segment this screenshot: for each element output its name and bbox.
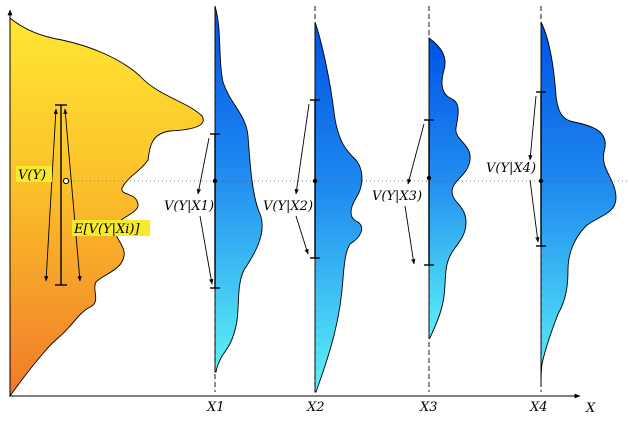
marginal-distribution-shape	[9, 17, 204, 398]
conditional-mean-point-3	[426, 175, 432, 181]
marginal-mean-point	[62, 177, 70, 185]
x-tick-label-4: X4	[529, 400, 548, 415]
expected-variance-label-highlight	[72, 220, 150, 236]
conditional-mean-point-4	[538, 178, 544, 184]
vy-label: V(Y)	[18, 168, 46, 183]
conditional-mean-point-2	[312, 178, 318, 184]
conditional-distribution-4	[540, 21, 617, 387]
conditional-variance-arrow-3	[407, 123, 425, 185]
conditional-distribution-2	[314, 21, 363, 393]
conditional-mean-point-1	[212, 178, 218, 184]
x-axis-label: X	[585, 401, 596, 416]
conditional-distribution-3	[428, 37, 471, 339]
marginal-variance-bar	[55, 104, 67, 286]
conditional-variance-bar-3	[424, 119, 434, 266]
conditional-variance-label-1: V(Y|X1)	[164, 199, 214, 214]
conditional-variance-arrow-2b	[295, 215, 309, 255]
x-tick-label-3: X3	[419, 400, 438, 415]
conditional-variance-bar-4	[536, 91, 546, 247]
conditional-variance-arrow-4	[528, 95, 537, 161]
conditional-variance-label-2: V(Y|X2)	[263, 199, 313, 214]
conditional-variance-arrow-3b	[404, 205, 416, 265]
conditional-variance-arrow-2	[294, 103, 310, 195]
conditional-variance-arrow-4b	[529, 179, 540, 243]
conditional-variance-label-3: V(Y|X3)	[372, 189, 422, 204]
expected-variance-arrow	[63, 108, 82, 282]
x-tick-label-1: X1	[206, 400, 225, 415]
conditional-variance-bar-1	[210, 133, 220, 289]
vy-label-highlight	[16, 166, 52, 182]
x-tick-label-2: X2	[306, 400, 325, 415]
conditional-variance-arrow-1	[196, 137, 210, 195]
vy-arrow	[44, 108, 58, 282]
expected-variance-label: E[V(Y|Xi)]	[73, 222, 140, 237]
conditional-variance-label-4: V(Y|X4)	[486, 161, 536, 176]
conditional-variance-arrow-1b	[199, 215, 214, 285]
conditional-distribution-1	[214, 5, 263, 373]
